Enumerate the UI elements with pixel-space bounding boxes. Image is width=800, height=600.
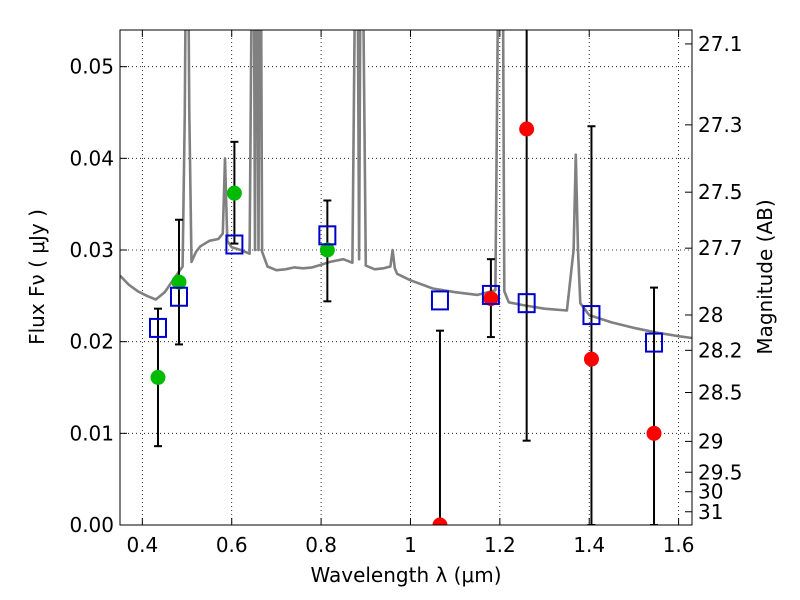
y-axis-label: Flux Fν ( μJy ) bbox=[25, 209, 49, 345]
x-tick-label: 1.4 bbox=[573, 533, 605, 557]
green-data-point bbox=[319, 242, 335, 258]
model-square-marker bbox=[169, 286, 188, 307]
x-tick-label: 0.4 bbox=[126, 533, 158, 557]
magnitude-tick-label: 29.5 bbox=[698, 460, 743, 484]
y-tick-label: 0.00 bbox=[69, 513, 114, 537]
model-square-marker bbox=[645, 332, 664, 353]
magnitude-tick-label: 28.5 bbox=[698, 381, 743, 405]
y-tick-label: 0.03 bbox=[69, 238, 114, 262]
magnitude-tick-label: 31 bbox=[698, 500, 723, 524]
axis-ticks bbox=[120, 30, 692, 526]
markers bbox=[148, 121, 664, 525]
plot-frame bbox=[119, 29, 693, 526]
model-spectrum-line bbox=[120, 30, 692, 340]
magnitude-axis-label: Magnitude (AB) bbox=[753, 199, 777, 354]
model-square-marker bbox=[318, 225, 337, 246]
model-square-marker bbox=[148, 317, 167, 338]
tick-labels: 0.4 0.6 0.8 1 1.2 1.4 1.6 0.00 0.01 0.02 0.03 0.04 0… bbox=[69, 32, 742, 557]
magnitude-tick-label: 27.5 bbox=[698, 180, 743, 204]
green-data-point bbox=[226, 185, 242, 201]
plot-area bbox=[120, 30, 692, 525]
y-tick-label: 0.02 bbox=[69, 330, 114, 354]
green-data-point bbox=[171, 274, 187, 290]
model-square-marker bbox=[582, 305, 601, 326]
x-tick-label: 1 bbox=[404, 533, 417, 557]
red-data-point bbox=[646, 425, 662, 441]
model-square-marker bbox=[517, 293, 536, 314]
y-tick-label: 0.04 bbox=[69, 146, 114, 170]
model-square-marker bbox=[481, 284, 500, 305]
red-data-point bbox=[432, 517, 448, 525]
x-axis-label: Wavelength λ (μm) bbox=[310, 563, 501, 587]
magnitude-tick-label: 28.2 bbox=[698, 338, 743, 362]
y-tick-label: 0.05 bbox=[69, 55, 114, 79]
red-data-point bbox=[519, 121, 535, 137]
x-tick-label: 0.8 bbox=[305, 533, 337, 557]
magnitude-tick-label: 27.7 bbox=[698, 236, 743, 260]
model-square-marker bbox=[430, 290, 449, 311]
magnitude-tick-label: 27.1 bbox=[698, 32, 743, 56]
x-tick-label: 1.6 bbox=[663, 533, 695, 557]
y-tick-label: 0.01 bbox=[69, 421, 114, 445]
magnitude-tick-label: 28 bbox=[698, 303, 723, 327]
magnitude-tick-label: 30 bbox=[698, 480, 723, 504]
magnitude-tick-label: 29 bbox=[698, 429, 723, 453]
x-tick-label: 1.2 bbox=[484, 533, 516, 557]
model-square-marker bbox=[225, 234, 244, 255]
magnitude-tick-label: 27.3 bbox=[698, 113, 743, 137]
green-data-point bbox=[150, 369, 166, 385]
red-data-point bbox=[483, 291, 499, 307]
red-data-point bbox=[583, 351, 599, 367]
x-tick-label: 0.6 bbox=[216, 533, 248, 557]
